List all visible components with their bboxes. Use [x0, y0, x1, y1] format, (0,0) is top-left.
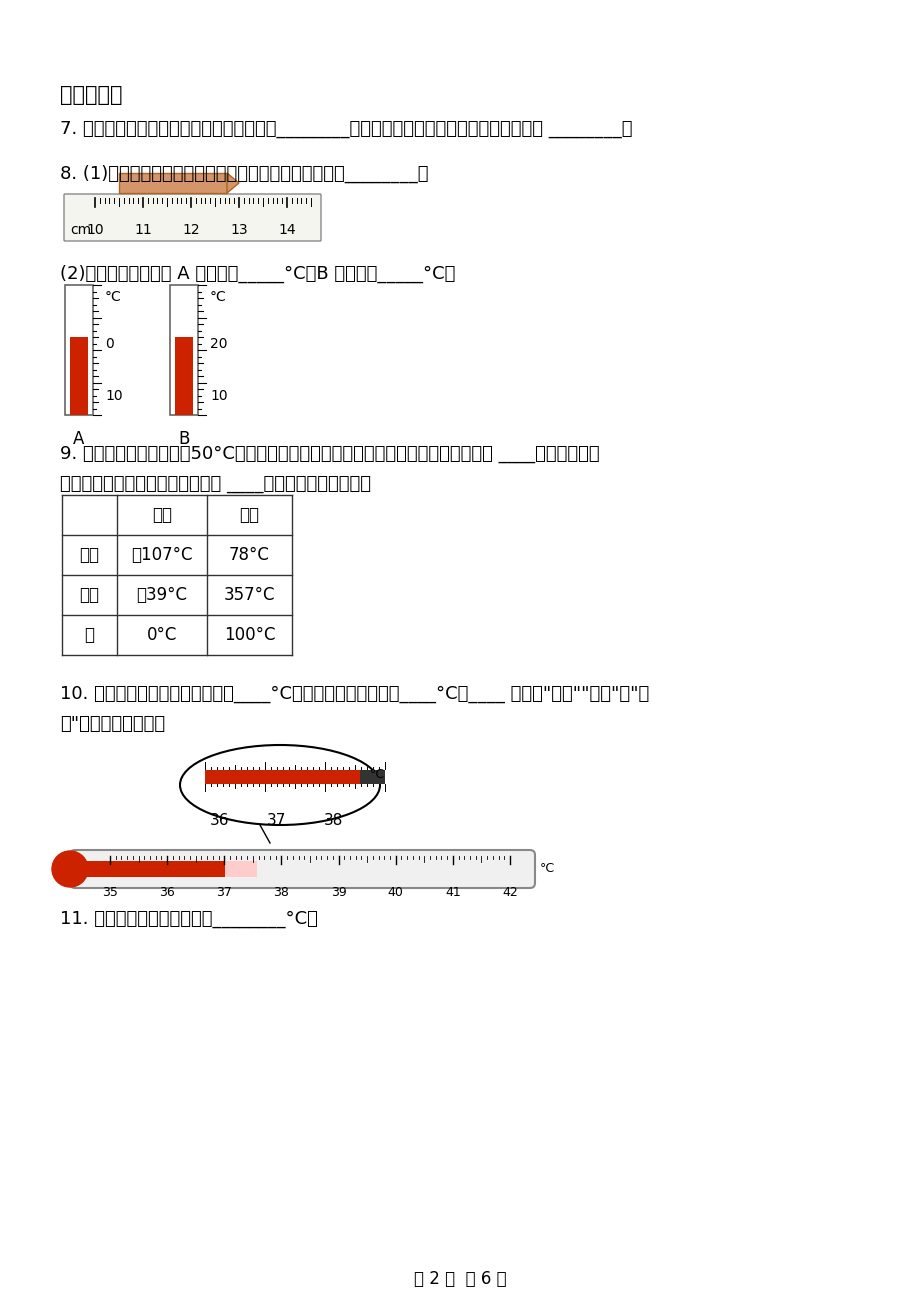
- Text: 9. 我国的最低气温可达－50°C，根据表中数据，要制作在我国通用的寒暑表，可以用 ____作为测温物质: 9. 我国的最低气温可达－50°C，根据表中数据，要制作在我国通用的寒暑表，可以…: [60, 445, 599, 464]
- FancyBboxPatch shape: [65, 285, 93, 415]
- Text: 11: 11: [134, 223, 152, 237]
- Polygon shape: [227, 173, 239, 193]
- Text: 7. 请你列举一种生活中运用物理知识的工具________，并指出其所用到的物理知识或物理原理 ________。: 7. 请你列举一种生活中运用物理知识的工具________，并指出其所用到的物理…: [60, 120, 632, 138]
- FancyBboxPatch shape: [119, 173, 227, 193]
- FancyBboxPatch shape: [170, 285, 198, 415]
- Text: 41: 41: [445, 885, 460, 898]
- Bar: [225, 861, 256, 878]
- Text: 12: 12: [182, 223, 199, 237]
- Text: 35: 35: [102, 885, 118, 898]
- Text: 37: 37: [267, 812, 287, 828]
- Text: 100°C: 100°C: [223, 626, 275, 644]
- Text: 36: 36: [210, 812, 230, 828]
- Text: A: A: [74, 430, 85, 448]
- Bar: [175, 337, 193, 415]
- Text: 10: 10: [210, 388, 227, 402]
- Text: 39: 39: [330, 885, 346, 898]
- Text: 14: 14: [278, 223, 296, 237]
- Circle shape: [52, 852, 88, 887]
- Text: 0°C: 0°C: [147, 626, 177, 644]
- Text: 酒精: 酒精: [79, 546, 99, 564]
- Text: 10: 10: [86, 223, 104, 237]
- Text: 42: 42: [502, 885, 517, 898]
- Text: 38: 38: [324, 812, 344, 828]
- Bar: [205, 769, 359, 784]
- Text: 38: 38: [273, 885, 289, 898]
- Text: °C: °C: [539, 862, 554, 875]
- Text: 37: 37: [216, 885, 232, 898]
- Bar: [359, 769, 384, 784]
- Text: －39°C: －39°C: [136, 586, 187, 604]
- Text: 于"）正常人的体温。: 于"）正常人的体温。: [60, 715, 165, 733]
- Text: －107°C: －107°C: [131, 546, 193, 564]
- Bar: [70, 337, 88, 415]
- Ellipse shape: [180, 745, 380, 825]
- Text: °C: °C: [369, 767, 385, 780]
- Text: 水银: 水银: [79, 586, 99, 604]
- Text: 11. 如图所示，温度计读数为________°C。: 11. 如图所示，温度计读数为________°C。: [60, 910, 318, 928]
- Text: 熔点: 熔点: [152, 506, 172, 523]
- Text: 在研究水的沸腾实验中，温度计用 ____作为测温物质更适合。: 在研究水的沸腾实验中，温度计用 ____作为测温物质更适合。: [60, 475, 370, 493]
- Text: 13: 13: [230, 223, 247, 237]
- Text: 40: 40: [387, 885, 403, 898]
- Text: 20: 20: [210, 336, 227, 350]
- FancyBboxPatch shape: [64, 194, 321, 241]
- Text: 8. (1)如图所示用刻度尺测物体长度，图中铅笔的长度是________；: 8. (1)如图所示用刻度尺测物体长度，图中铅笔的长度是________；: [60, 165, 428, 184]
- Text: °C: °C: [105, 290, 121, 303]
- Text: 沸点: 沸点: [239, 506, 259, 523]
- Text: 10: 10: [105, 388, 122, 402]
- Bar: [80, 861, 225, 878]
- Text: (2)如图所示，温度计 A 的示数是_____°C，B 的示数是_____°C。: (2)如图所示，温度计 A 的示数是_____°C，B 的示数是_____°C。: [60, 266, 455, 284]
- Text: cm: cm: [70, 223, 91, 237]
- Text: °C: °C: [210, 290, 226, 303]
- FancyBboxPatch shape: [70, 850, 535, 888]
- Text: 二、填空题: 二、填空题: [60, 85, 122, 105]
- Text: B: B: [178, 430, 189, 448]
- Text: 357°C: 357°C: [223, 586, 275, 604]
- Text: 水: 水: [85, 626, 95, 644]
- Text: 第 2 页  共 6 页: 第 2 页 共 6 页: [414, 1269, 505, 1288]
- Text: 78°C: 78°C: [229, 546, 269, 564]
- Text: 0: 0: [105, 336, 114, 350]
- Text: 36: 36: [159, 885, 175, 898]
- Text: 10. 如图所示，体温计的分度值为____°C，此时体温计的示数为____°C，____ （选填"高于""等于"或"低: 10. 如图所示，体温计的分度值为____°C，此时体温计的示数为____°C，…: [60, 685, 649, 703]
